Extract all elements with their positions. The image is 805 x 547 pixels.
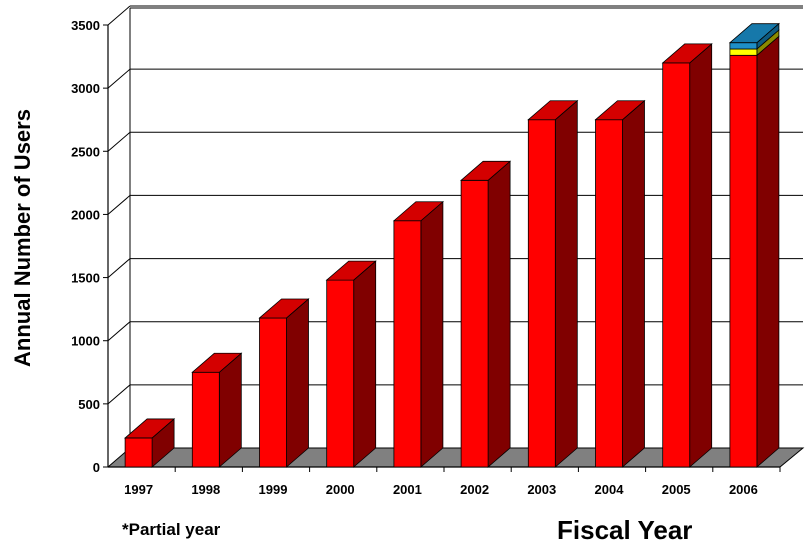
bars: [124, 22, 780, 468]
bar-1998: [191, 371, 220, 468]
bar-top-1998: [191, 352, 243, 373]
bar-2002: [460, 179, 489, 468]
tick-labels: 0 500 1000 1500 2000 2500 3000 3500 1997 1998 1999…: [71, 18, 758, 497]
x-axis-title: Fiscal Year: [557, 515, 693, 545]
x-tick-label-2004: 2004: [595, 482, 625, 497]
x-tick-label-2003: 2003: [527, 482, 556, 497]
x-tick-label-2006: 2006: [729, 482, 758, 497]
bar-side-2002: [487, 160, 511, 468]
gridline-diagonal: [107, 195, 131, 215]
bar-2000: [326, 279, 355, 468]
bar-top-1999: [258, 298, 310, 319]
bar-top-2001: [392, 201, 444, 222]
gridline-diagonal: [107, 321, 131, 342]
x-tick-label-1998: 1998: [191, 482, 220, 497]
y-tick-label: 3000: [71, 81, 100, 96]
x-tick-label-2005: 2005: [662, 482, 691, 497]
bar-1997: [124, 437, 153, 468]
y-tick-label: 1500: [71, 271, 100, 286]
gridline-diagonal: [107, 68, 131, 89]
y-axis-title: Annual Number of Users: [10, 109, 35, 367]
partial-year-note: *Partial year: [122, 520, 221, 539]
gridline-diagonal: [107, 5, 131, 26]
bar-top-2004: [594, 100, 646, 121]
bar-side-2001: [420, 200, 444, 468]
bar-side-1998: [218, 352, 242, 468]
bar-2006: [729, 48, 758, 56]
bar-side-2006: [756, 35, 780, 468]
bar-2004: [595, 119, 623, 468]
gridline-diagonal: [107, 258, 131, 278]
y-tick-label: 1000: [71, 334, 100, 349]
x-tick-label-2000: 2000: [326, 482, 355, 497]
x-tick-label-2001: 2001: [393, 482, 422, 497]
bar-side-2003: [554, 99, 578, 468]
bar-side-1999: [286, 298, 309, 468]
bar-side-2005: [689, 43, 713, 468]
bar-side-2004: [622, 99, 645, 468]
bar-top-1997: [124, 418, 176, 439]
bar-2006: [729, 54, 758, 468]
bar-2006: [729, 42, 758, 50]
bar-top-2006: [728, 23, 780, 44]
y-tick-label: 2500: [71, 144, 100, 159]
bar-top-2005: [661, 43, 713, 64]
y-tick-label: 500: [78, 397, 100, 412]
bar-top-2002: [460, 160, 512, 181]
y-tick-label: 0: [93, 460, 100, 475]
y-tick-label: 3500: [71, 18, 100, 33]
bar-2001: [393, 220, 422, 468]
gridline-diagonal: [107, 131, 131, 152]
bar-side-2000: [353, 260, 377, 468]
bar-2003: [527, 119, 556, 468]
gridline-diagonal: [107, 384, 131, 405]
bar-top-2003: [527, 100, 579, 121]
bar-1999: [259, 317, 287, 468]
y-tick-label: 2000: [71, 207, 100, 222]
bar-2005: [662, 62, 691, 468]
x-tick-label-1999: 1999: [259, 482, 288, 497]
bar-top-2000: [325, 260, 377, 281]
x-tick-label-2002: 2002: [460, 482, 489, 497]
x-tick-label-1997: 1997: [124, 482, 153, 497]
